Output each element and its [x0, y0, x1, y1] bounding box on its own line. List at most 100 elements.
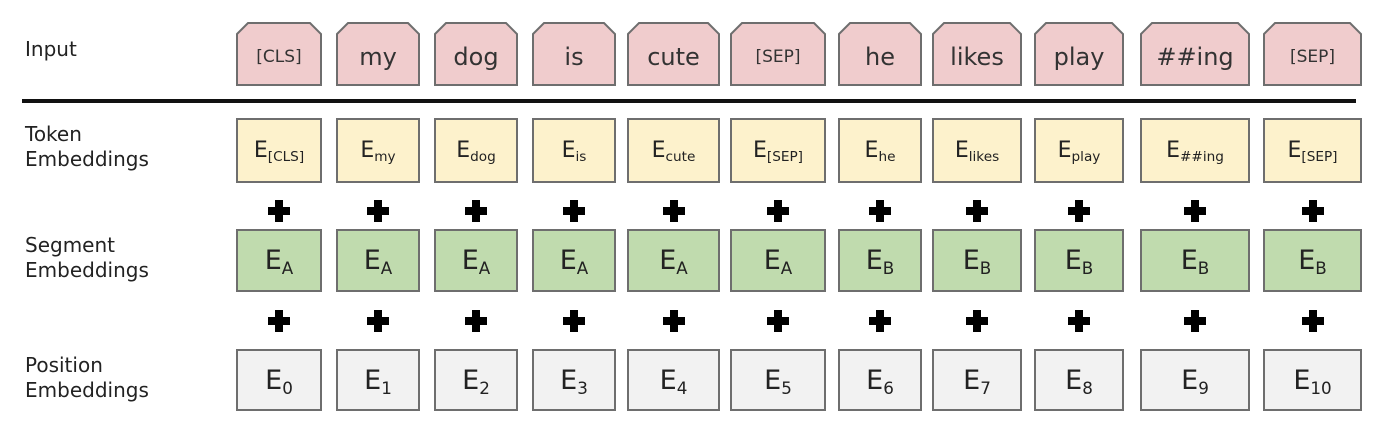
input-token-text: [SEP] — [1289, 47, 1336, 67]
input-token-box: likes — [932, 22, 1022, 86]
token-embedding-box-subscript: he — [878, 148, 896, 165]
token-embedding-box-subscript: [SEP] — [1301, 148, 1338, 165]
token-embedding-box-subscript: play — [1071, 148, 1101, 165]
position-embedding-box-subscript: 10 — [1310, 377, 1332, 398]
segment-embedding-box-base: E — [559, 245, 577, 276]
token-embedding-box: E [SEP] — [730, 118, 826, 183]
segment-embedding-box-subscript: A — [780, 258, 793, 279]
input-token-box: is — [532, 22, 616, 86]
input-token-box: [SEP] — [1263, 22, 1362, 86]
label-position-embeddings: Position Embeddings — [25, 353, 149, 402]
plus-icon — [1068, 310, 1090, 332]
input-token-text: likes — [950, 43, 1004, 71]
input-token-box: cute — [627, 22, 720, 86]
plus-icon — [662, 310, 685, 332]
segment-embedding-box-base: E — [659, 245, 677, 276]
token-embedding-box-subscript: cute — [665, 148, 696, 165]
input-token-text: dog — [453, 43, 499, 71]
label-input: Input — [25, 37, 77, 61]
segment-embedding-box-subscript: A — [478, 258, 491, 279]
token-embedding-box-base: E — [1166, 138, 1180, 163]
segment-embedding-box-base: E — [1180, 245, 1198, 276]
segment-embedding-box-base: E — [1298, 245, 1316, 276]
position-embedding-box-base: E — [265, 364, 283, 396]
segment-embedding-box-subscript: B — [882, 258, 895, 279]
position-embedding-box-base: E — [560, 364, 578, 396]
position-embedding-box-subscript: 6 — [883, 377, 894, 398]
plus-icon — [966, 200, 988, 222]
token-embedding-box-base: E — [954, 138, 969, 163]
plus-icon — [767, 200, 789, 222]
segment-embedding-box-base: E — [962, 245, 980, 276]
segment-embedding-box-subscript: A — [576, 258, 589, 279]
token-embedding-box-subscript: ##ing — [1180, 148, 1224, 165]
input-token-box: play — [1034, 22, 1124, 86]
position-embedding-box-subscript: 5 — [781, 377, 792, 398]
input-token-box: ##ing — [1140, 22, 1250, 86]
segment-embedding-box-subscript: B — [1197, 258, 1210, 279]
token-embedding-box-base: E — [561, 138, 576, 163]
plus-icon — [563, 310, 585, 332]
token-embedding-box-subscript: likes — [968, 148, 1000, 165]
segment-embedding-box-base: E — [363, 245, 381, 276]
input-token-box: he — [838, 22, 922, 86]
token-embedding-box-base: E — [651, 138, 666, 163]
position-embedding-box-base: E — [659, 364, 677, 396]
segment-embedding-box-subscript: A — [281, 258, 294, 279]
plus-icon — [767, 310, 789, 332]
input-token-box: [SEP] — [730, 22, 826, 86]
position-embedding-box-subscript: 3 — [577, 377, 588, 398]
plus-icon — [268, 200, 290, 222]
position-embedding-box-subscript: 1 — [381, 377, 392, 398]
position-embedding-box-subscript: 2 — [479, 377, 490, 398]
token-embedding-box-base: E — [253, 138, 268, 163]
input-token-text: ##ing — [1156, 43, 1234, 71]
plus-icon — [268, 310, 290, 332]
token-embedding-box-base: E — [1057, 138, 1072, 163]
token-embedding-box-subscript: dog — [470, 148, 496, 165]
input-token-text: he — [865, 43, 895, 71]
segment-embedding-box-subscript: B — [1081, 258, 1094, 279]
segment-embedding-box-base: E — [865, 245, 883, 276]
input-token-text: [CLS] — [256, 47, 302, 67]
plus-icon — [966, 310, 988, 332]
input-token-text: is — [564, 43, 584, 71]
token-embedding-box: E [SEP] — [1263, 118, 1362, 183]
position-embedding-box-base: E — [462, 364, 480, 396]
token-embedding-box-base: E — [752, 138, 767, 163]
plus-icon — [465, 310, 487, 332]
position-embedding-box-subscript: 9 — [1198, 377, 1209, 398]
position-embedding-box: E 10 — [1263, 349, 1362, 411]
token-embedding-box-subscript: my — [374, 148, 396, 165]
token-embedding-box-base: E — [864, 138, 879, 163]
plus-icon — [1184, 310, 1206, 332]
position-embedding-box-base: E — [1065, 364, 1083, 396]
input-token-box: my — [336, 22, 420, 86]
position-embedding-box-base: E — [1293, 364, 1311, 396]
input-token-text: cute — [647, 43, 700, 71]
plus-icon — [367, 200, 389, 222]
plus-icon — [1068, 200, 1090, 222]
position-embedding-box-base: E — [963, 364, 981, 396]
divider-line — [22, 99, 1356, 103]
plus-icon — [367, 310, 389, 332]
position-embedding-box-subscript: 0 — [282, 377, 293, 398]
